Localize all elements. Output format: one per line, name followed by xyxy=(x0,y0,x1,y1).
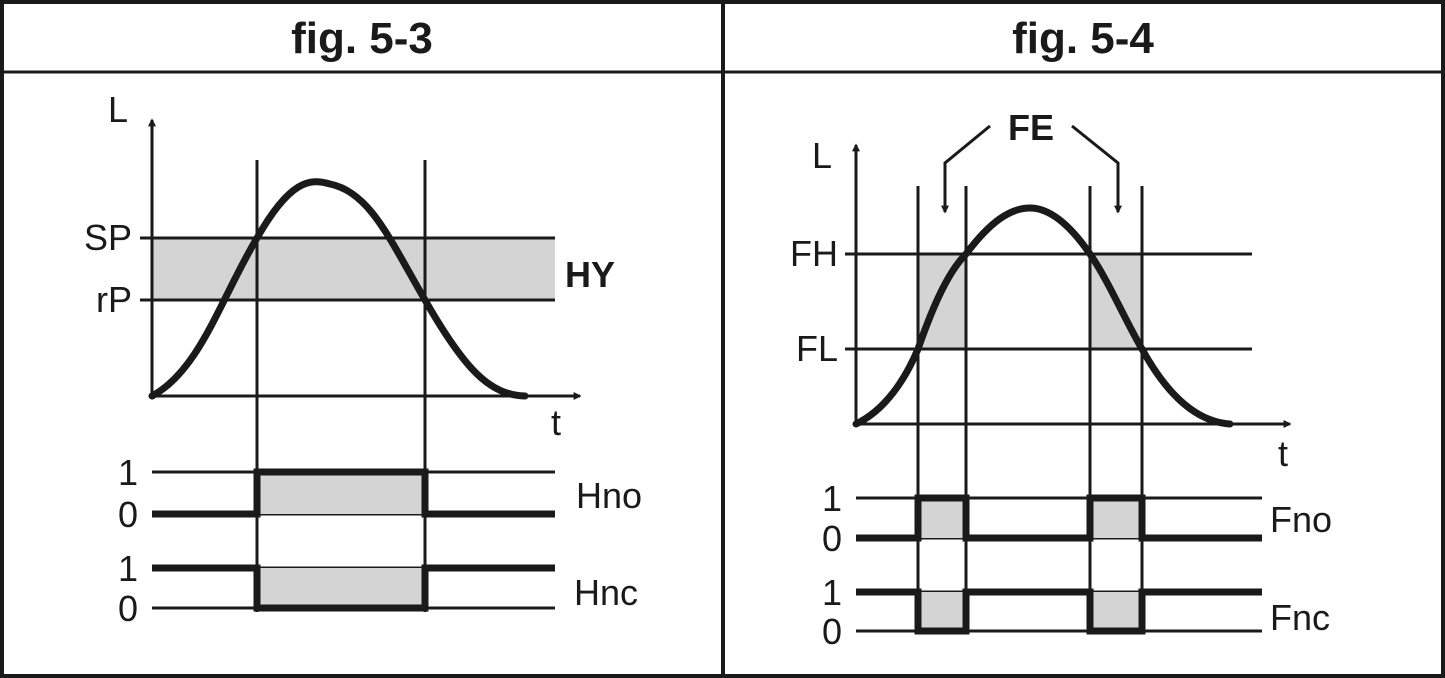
right-panel: FE L t FH FL 1 0 Fno 1 0 Fnc xyxy=(790,107,1332,652)
left-x-axis-label: t xyxy=(551,402,561,443)
sp-label: SP xyxy=(84,217,132,258)
fnc-signal-name: Fnc xyxy=(1270,597,1330,638)
fno-label-0: 0 xyxy=(822,518,842,559)
signal-hnc xyxy=(152,564,555,612)
fnc-label-0: 0 xyxy=(822,611,842,652)
fe-arrow-right xyxy=(1071,124,1122,214)
hnc-label-0: 0 xyxy=(118,588,138,629)
hno-label-0: 0 xyxy=(118,494,138,535)
hno-signal-name: Hno xyxy=(576,475,642,516)
fno-label-1: 1 xyxy=(822,478,842,519)
fno-signal-name: Fno xyxy=(1270,499,1332,540)
right-y-axis-label: L xyxy=(812,135,832,176)
header-fig-5-3: fig. 5-3 xyxy=(291,14,433,63)
signal-hno xyxy=(152,468,555,518)
header-fig-5-4: fig. 5-4 xyxy=(1012,14,1154,63)
right-level-curve xyxy=(852,204,1234,428)
hnc-signal-name: Hnc xyxy=(574,572,638,613)
fe-label: FE xyxy=(1008,107,1054,148)
hy-label: HY xyxy=(565,254,615,295)
left-y-axis-label: L xyxy=(108,89,128,130)
signal-fnc xyxy=(856,588,1262,635)
signal-fno xyxy=(856,494,1262,542)
left-level-curve xyxy=(148,178,529,400)
fh-label: FH xyxy=(790,233,838,274)
hno-label-1: 1 xyxy=(118,452,138,493)
rp-label: rP xyxy=(96,279,132,320)
left-panel: L t SP rP HY 1 0 Hno 1 0 Hnc xyxy=(84,89,642,629)
right-x-axis-label: t xyxy=(1278,433,1288,474)
hysteresis-band xyxy=(152,238,555,300)
fe-arrow-left xyxy=(941,124,991,214)
fl-label: FL xyxy=(796,328,838,369)
hnc-label-1: 1 xyxy=(118,548,138,589)
fnc-label-1: 1 xyxy=(822,572,842,613)
